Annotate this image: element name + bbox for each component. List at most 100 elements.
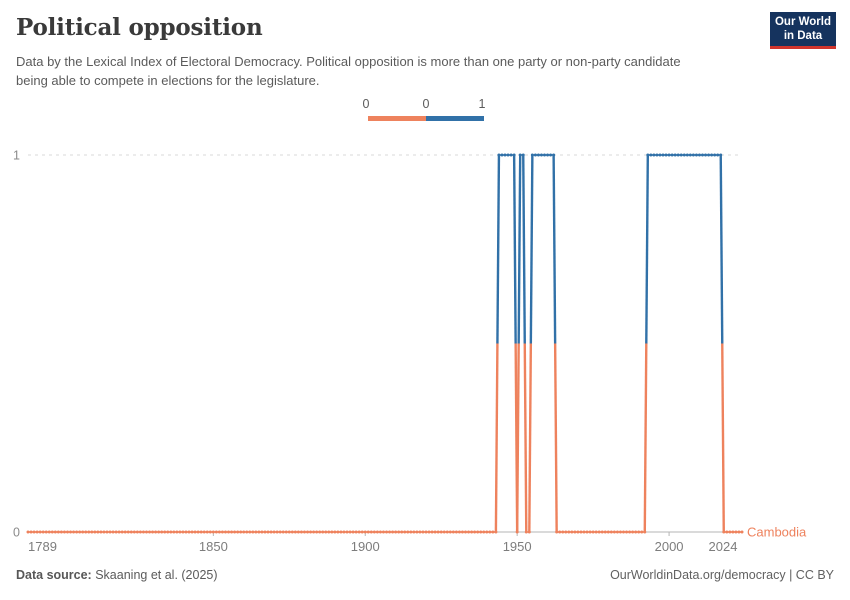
data-point-2004 bbox=[679, 153, 683, 157]
data-point-1837 bbox=[172, 530, 176, 534]
data-point-1829 bbox=[148, 530, 152, 534]
data-point-1937 bbox=[476, 530, 480, 534]
data-point-1922 bbox=[430, 530, 434, 534]
legend-swatch-value-1[interactable] bbox=[426, 116, 484, 121]
data-point-1965 bbox=[561, 530, 565, 534]
data-point-1932 bbox=[460, 530, 464, 534]
data-point-1920 bbox=[424, 530, 428, 534]
data-point-1941 bbox=[488, 530, 492, 534]
data-point-1886 bbox=[321, 530, 325, 534]
data-point-1852 bbox=[217, 530, 221, 534]
data-point-1807 bbox=[81, 530, 85, 534]
data-point-1836 bbox=[169, 530, 173, 534]
data-point-1888 bbox=[327, 530, 331, 534]
owid-logo-box: Our World in Data bbox=[770, 12, 836, 46]
data-point-1934 bbox=[467, 530, 471, 534]
data-point-1870 bbox=[272, 530, 276, 534]
data-point-1839 bbox=[178, 530, 182, 534]
data-point-1903 bbox=[372, 530, 376, 534]
data-point-1860 bbox=[242, 530, 246, 534]
data-point-1867 bbox=[263, 530, 267, 534]
data-point-1791 bbox=[32, 530, 36, 534]
data-point-1812 bbox=[96, 530, 100, 534]
data-point-1935 bbox=[470, 530, 474, 534]
transition-segment bbox=[528, 343, 533, 533]
data-point-1956 bbox=[533, 153, 537, 157]
data-point-2022 bbox=[734, 530, 738, 534]
x-tick-label-2000: 2000 bbox=[655, 539, 684, 554]
data-point-2018 bbox=[722, 530, 726, 534]
data-point-2011 bbox=[701, 153, 705, 157]
transition-segment bbox=[496, 154, 501, 344]
data-point-1891 bbox=[336, 530, 340, 534]
data-point-1825 bbox=[135, 530, 139, 534]
data-point-1862 bbox=[248, 530, 252, 534]
data-point-2003 bbox=[676, 153, 680, 157]
data-point-1938 bbox=[479, 530, 483, 534]
data-point-1817 bbox=[111, 530, 115, 534]
data-point-1974 bbox=[588, 530, 592, 534]
data-point-1824 bbox=[132, 530, 136, 534]
entity-label-cambodia[interactable]: Cambodia bbox=[747, 525, 807, 540]
data-point-1953 bbox=[524, 530, 528, 534]
data-point-1850 bbox=[211, 530, 215, 534]
data-point-1923 bbox=[433, 530, 437, 534]
data-point-1815 bbox=[105, 530, 109, 534]
data-point-1846 bbox=[199, 530, 203, 534]
data-point-1928 bbox=[448, 530, 452, 534]
x-tick-label-2024: 2024 bbox=[709, 539, 738, 554]
data-point-1996 bbox=[655, 153, 659, 157]
data-point-1796 bbox=[47, 530, 51, 534]
color-legend: 0 0 1 bbox=[363, 97, 485, 123]
data-point-1859 bbox=[239, 530, 243, 534]
data-point-1789 bbox=[26, 530, 30, 534]
data-point-1811 bbox=[93, 530, 97, 534]
data-point-1947 bbox=[506, 153, 510, 157]
data-point-2020 bbox=[728, 530, 732, 534]
data-point-1942 bbox=[491, 530, 495, 534]
data-point-1803 bbox=[69, 530, 73, 534]
transition-segment bbox=[552, 154, 557, 344]
legend-swatch-value-0[interactable] bbox=[368, 116, 426, 121]
data-point-1980 bbox=[606, 530, 610, 534]
data-point-1916 bbox=[412, 530, 416, 534]
data-point-1877 bbox=[293, 530, 297, 534]
owid-logo[interactable]: Our World in Data bbox=[770, 12, 836, 49]
data-point-1999 bbox=[664, 153, 668, 157]
data-point-1905 bbox=[378, 530, 382, 534]
data-point-1893 bbox=[342, 530, 346, 534]
data-point-1889 bbox=[330, 530, 334, 534]
data-point-1793 bbox=[38, 530, 42, 534]
attribution-link[interactable]: OurWorldinData.org/democracy | CC BY bbox=[610, 568, 834, 582]
data-point-1957 bbox=[536, 153, 540, 157]
data-point-2012 bbox=[704, 153, 708, 157]
data-point-1929 bbox=[451, 530, 455, 534]
data-point-1861 bbox=[245, 530, 249, 534]
legend-edge-label-1: 0 bbox=[422, 97, 430, 111]
data-point-1899 bbox=[360, 530, 364, 534]
data-point-1998 bbox=[661, 153, 665, 157]
data-point-1831 bbox=[154, 530, 158, 534]
data-point-1902 bbox=[369, 530, 373, 534]
data-point-1882 bbox=[309, 530, 313, 534]
data-point-1894 bbox=[345, 530, 349, 534]
series-line-cambodia[interactable] bbox=[26, 153, 744, 534]
data-point-2019 bbox=[725, 530, 729, 534]
data-point-1985 bbox=[622, 530, 626, 534]
data-point-1799 bbox=[56, 530, 60, 534]
y-tick-label-1: 1 bbox=[13, 149, 20, 163]
data-point-1989 bbox=[634, 530, 638, 534]
data-point-1858 bbox=[236, 530, 240, 534]
data-point-1840 bbox=[181, 530, 185, 534]
data-point-1819 bbox=[117, 530, 121, 534]
data-point-2001 bbox=[670, 153, 674, 157]
data-point-1818 bbox=[114, 530, 118, 534]
x-tick-label-1900: 1900 bbox=[351, 539, 380, 554]
data-point-1973 bbox=[585, 530, 589, 534]
data-point-1843 bbox=[190, 530, 194, 534]
data-point-1946 bbox=[503, 153, 507, 157]
data-point-1945 bbox=[500, 153, 504, 157]
data-point-1871 bbox=[275, 530, 279, 534]
data-point-1939 bbox=[482, 530, 486, 534]
